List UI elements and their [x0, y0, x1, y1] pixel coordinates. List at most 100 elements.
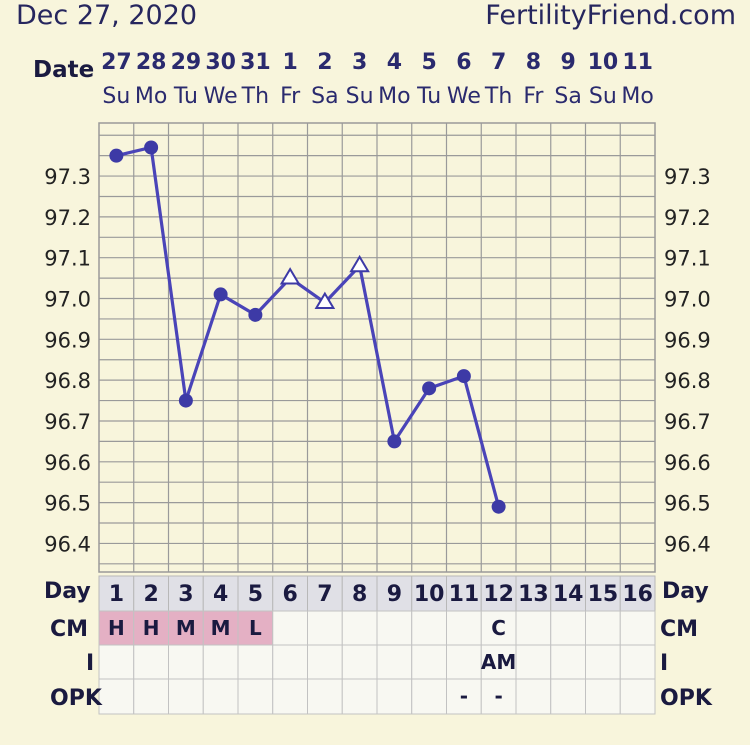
- opk-cell: [515, 678, 552, 715]
- weekday-label: We: [447, 84, 481, 109]
- y-tick-label: 96.5: [44, 492, 91, 516]
- day-cell: [98, 575, 135, 612]
- cm-value: M: [211, 616, 231, 640]
- date-number: 8: [526, 50, 541, 75]
- date-number: 6: [456, 50, 471, 75]
- temperature-point-open: [349, 254, 370, 273]
- y-tick-label: 97.2: [44, 206, 91, 230]
- i-cell: [168, 644, 204, 680]
- opk-value: -: [494, 684, 502, 708]
- temperature-point: [178, 393, 193, 408]
- y-tick-label: 97.3: [44, 165, 91, 189]
- cm-label-left: CM: [50, 617, 88, 642]
- opk-cell: [307, 678, 343, 715]
- i-label-right: I: [660, 651, 668, 676]
- date-number: 5: [421, 50, 436, 75]
- i-cell: [585, 644, 621, 680]
- date-header: 27Su28Mo29Tu30We31Th1Fr2Sa3Su4Mo5Tu6We7T…: [101, 50, 654, 109]
- weekday-label: Tu: [416, 84, 441, 109]
- y-tick-label: 96.6: [44, 451, 91, 475]
- date-number: 11: [622, 50, 653, 75]
- temperature-point: [422, 381, 437, 396]
- opk-cell: [619, 678, 656, 715]
- day-cell: [585, 575, 621, 612]
- cm-label-right: CM: [660, 617, 698, 642]
- y-tick-label: 96.8: [44, 369, 91, 393]
- i-cell: [515, 644, 552, 680]
- weekday-label: Th: [241, 84, 269, 109]
- opk-label-right: OPK: [660, 686, 713, 711]
- y-tick-label: 97.0: [44, 288, 91, 312]
- opk-label-left: OPK: [50, 686, 103, 711]
- day-cell: [446, 575, 482, 612]
- date-number: 31: [240, 50, 271, 75]
- day-number: 13: [518, 582, 549, 607]
- temperature-point-open: [314, 291, 336, 309]
- cm-value: H: [143, 616, 160, 640]
- weekday-label: Su: [102, 84, 130, 109]
- cm-cell: [550, 610, 586, 646]
- day-cell: [480, 575, 517, 612]
- day-number: 5: [248, 582, 263, 607]
- opk-cell: [585, 678, 621, 715]
- opk-cell: [376, 678, 413, 715]
- date-number: 30: [205, 50, 236, 75]
- opk-value: -: [460, 684, 468, 708]
- weekday-label: Fr: [280, 84, 301, 109]
- y-axis-right: 97.3 97.2 97.1 97.0 96.9 96.8 96.7 96.6 96.5 96.4: [664, 165, 711, 556]
- weekday-label: Sa: [554, 84, 581, 109]
- y-tick-label: 97.2: [664, 206, 711, 230]
- temperature-point: [387, 434, 402, 449]
- opk-cell: [202, 678, 239, 715]
- opk-cell: [168, 678, 204, 715]
- cm-value: H: [108, 616, 125, 640]
- date-number: 28: [136, 50, 167, 75]
- y-tick-label: 96.7: [664, 410, 711, 434]
- i-cell: [307, 644, 343, 680]
- day-number: 7: [317, 582, 332, 607]
- weekday-label: Th: [484, 84, 512, 109]
- cm-value: M: [176, 616, 196, 640]
- y-axis-left: 97.3 97.2 97.1 97.0 96.9 96.8 96.7 96.6 96.5 96.4: [44, 165, 91, 556]
- temperature-point-open: [279, 267, 301, 285]
- temperature-point: [248, 307, 263, 322]
- cycle-table: 1 2 3 4 5 6 7 8 9 10 11 12 13 14 15 16H H M M L CAM- -: [98, 575, 656, 715]
- cm-value: L: [249, 616, 262, 640]
- day-number: 14: [553, 582, 584, 607]
- opk-cell: [550, 678, 586, 715]
- day-label-left: Day: [44, 579, 91, 604]
- i-label-left: I: [86, 651, 94, 676]
- day-number: 10: [414, 582, 445, 607]
- day-number: 2: [143, 582, 158, 607]
- date-number: 9: [560, 50, 575, 75]
- i-value: AM: [481, 650, 516, 674]
- day-label-right: Day: [662, 579, 709, 604]
- i-cell: [446, 644, 482, 680]
- date-number: 7: [491, 50, 506, 75]
- i-cell: [272, 644, 308, 680]
- date-number: 2: [317, 50, 332, 75]
- weekday-label: Mo: [621, 84, 653, 109]
- opk-cell: [237, 678, 274, 715]
- y-tick-label: 96.9: [664, 328, 711, 352]
- weekday-label: Mo: [378, 84, 410, 109]
- y-tick-label: 96.8: [664, 369, 711, 393]
- cm-cell: [515, 610, 552, 646]
- cm-cell: [341, 610, 378, 646]
- temperature-point: [456, 369, 471, 384]
- date-number: 10: [588, 50, 619, 75]
- opk-cell: [446, 678, 482, 715]
- date-number: 29: [171, 50, 202, 75]
- i-cell: [411, 644, 447, 680]
- site-name: FertilityFriend.com: [485, 0, 736, 31]
- i-cell: [341, 644, 378, 680]
- weekday-label: Tu: [173, 84, 198, 109]
- cm-cell: [307, 610, 343, 646]
- cm-cell: [585, 610, 621, 646]
- opk-cell: [133, 678, 169, 715]
- temperature-point: [144, 140, 159, 155]
- weekday-label: Fr: [523, 84, 544, 109]
- plot-grid: [98, 122, 656, 573]
- day-cell: [307, 575, 343, 612]
